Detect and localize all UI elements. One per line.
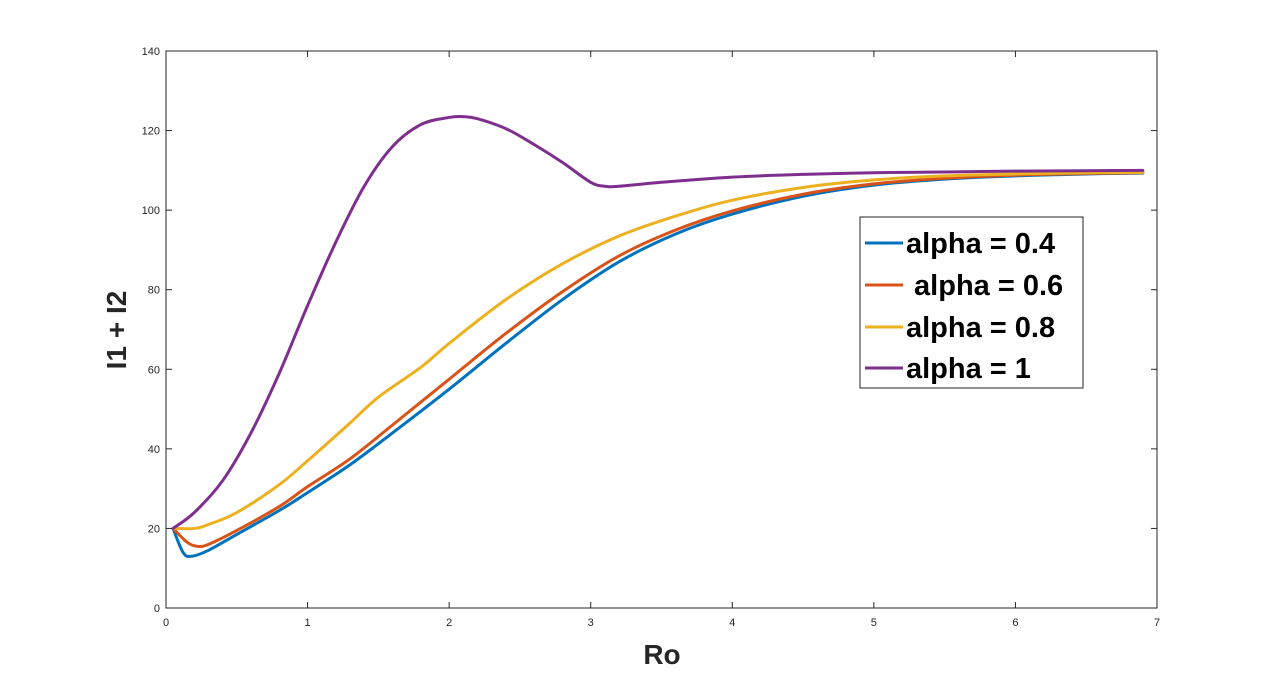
series-layer bbox=[171, 114, 1145, 558]
y-tick-label: 0 bbox=[154, 603, 160, 615]
y-tick-label: 100 bbox=[142, 205, 160, 217]
y-tick-label: 40 bbox=[148, 444, 160, 456]
x-tick-label: 2 bbox=[446, 617, 452, 629]
legend-box bbox=[859, 216, 1084, 389]
series-line-4 bbox=[171, 114, 1145, 530]
y-tick-label: 20 bbox=[148, 523, 160, 535]
x-tick-label: 3 bbox=[588, 617, 594, 629]
legend: alpha = 0.4 alpha = 0.6 alpha = 0.8 alpha … bbox=[859, 216, 1084, 389]
legend-label: alpha = 0.8 bbox=[906, 312, 1055, 344]
y-tick-label: 120 bbox=[142, 126, 160, 138]
legend-label: alpha = 1 bbox=[906, 353, 1031, 385]
y-axis-label: I1 + I2 bbox=[101, 291, 132, 370]
x-tick-label: 6 bbox=[1012, 617, 1018, 629]
legend-items: alpha = 0.4 alpha = 0.6 alpha = 0.8 alpha … bbox=[865, 228, 1063, 385]
ticks-layer: 0 1 2 3 4 5 6 7 0 20 40 60 80 100 120 140 bbox=[142, 46, 1160, 629]
x-tick-label: 7 bbox=[1154, 617, 1160, 629]
legend-label: alpha = 0.6 bbox=[906, 270, 1063, 302]
x-tick-label: 1 bbox=[305, 617, 311, 629]
legend-label: alpha = 0.4 bbox=[906, 228, 1055, 260]
y-tick-label: 60 bbox=[148, 364, 160, 376]
y-tick-label: 80 bbox=[148, 285, 160, 297]
plot-frame bbox=[165, 50, 1158, 609]
series-line-3 bbox=[171, 170, 1145, 531]
series-line-2 bbox=[171, 171, 1145, 549]
x-axis-label: Ro bbox=[643, 639, 680, 670]
x-tick-label: 5 bbox=[871, 617, 877, 629]
x-tick-label: 4 bbox=[729, 617, 735, 629]
y-tick-label: 140 bbox=[142, 46, 160, 58]
x-tick-label: 0 bbox=[163, 617, 169, 629]
